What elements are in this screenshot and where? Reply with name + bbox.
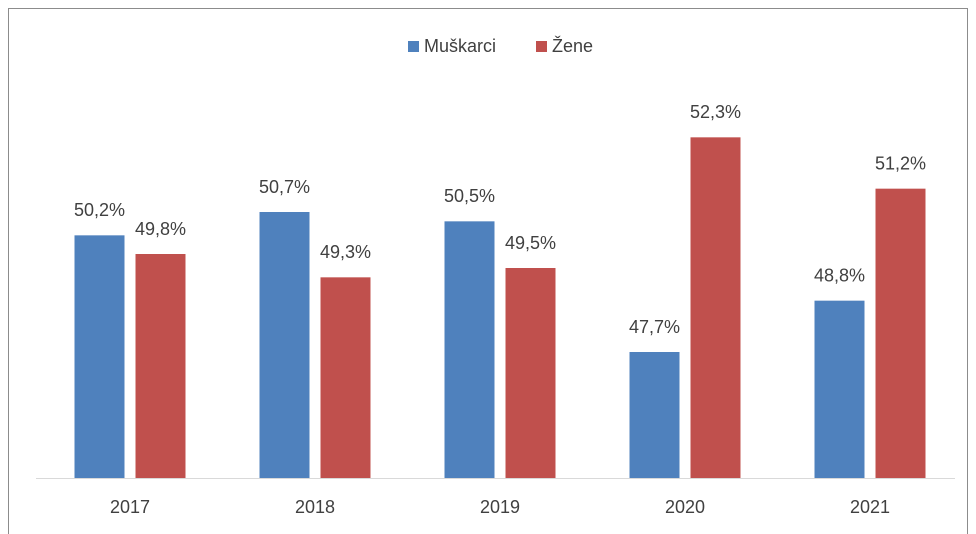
data-label: 47,7%	[629, 317, 680, 337]
data-label: 51,2%	[875, 153, 926, 173]
x-tick-label: 2019	[480, 497, 520, 517]
legend-swatch	[536, 41, 547, 52]
data-label: 50,2%	[74, 200, 125, 220]
data-label: 50,7%	[259, 177, 310, 197]
data-label: 49,5%	[505, 233, 556, 253]
bar	[629, 352, 680, 478]
bar	[814, 300, 865, 478]
bar	[505, 268, 556, 478]
legend-label: Muškarci	[424, 36, 496, 56]
data-label: 50,5%	[444, 186, 495, 206]
bar	[444, 221, 495, 479]
data-label: 49,3%	[320, 242, 371, 262]
legend-swatch	[408, 41, 419, 52]
legend-label: Žene	[552, 36, 593, 56]
x-tick-label: 2017	[110, 497, 150, 517]
bar	[875, 188, 926, 478]
bar	[74, 235, 125, 478]
bar	[259, 212, 310, 478]
bar	[320, 277, 371, 478]
x-tick-label: 2021	[850, 497, 890, 517]
bar	[690, 137, 741, 479]
x-tick-label: 2018	[295, 497, 335, 517]
x-tick-label: 2020	[665, 497, 705, 517]
data-label: 52,3%	[690, 102, 741, 122]
chart-border	[8, 8, 968, 534]
data-label: 49,8%	[135, 219, 186, 239]
data-label: 48,8%	[814, 265, 865, 285]
bar	[135, 254, 186, 478]
